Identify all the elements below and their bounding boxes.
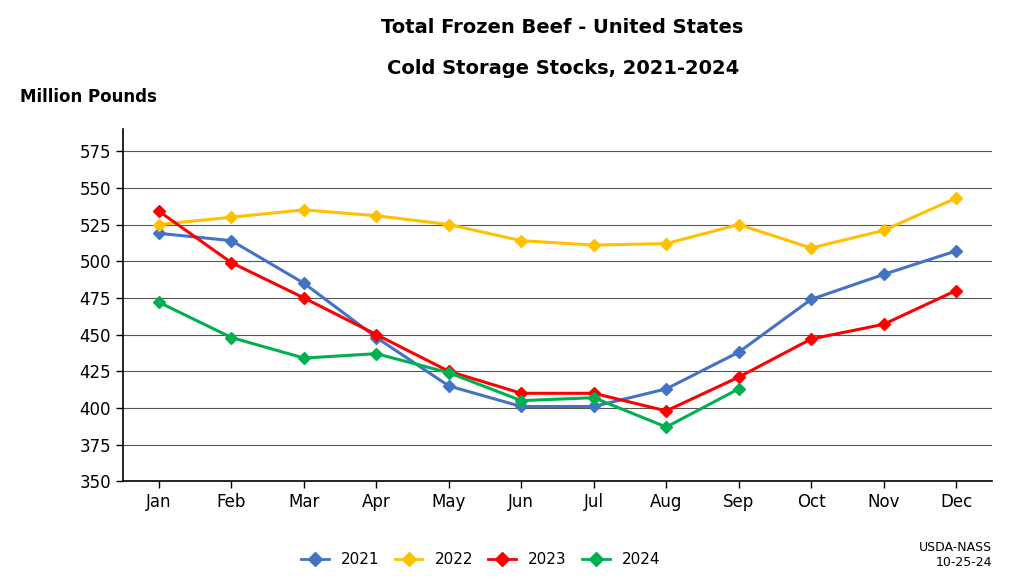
2021 <box>443 382 455 389</box>
2022 <box>805 244 817 251</box>
2021 <box>805 296 817 303</box>
2023 <box>805 335 817 342</box>
2021 <box>516 403 528 410</box>
2023 <box>152 208 165 215</box>
Text: Cold Storage Stocks, 2021-2024: Cold Storage Stocks, 2021-2024 <box>387 59 739 77</box>
2021 <box>225 237 237 244</box>
2021 <box>298 279 310 286</box>
2023 <box>660 407 672 414</box>
2023 <box>950 287 963 294</box>
2023 <box>298 294 310 301</box>
Legend: 2021, 2022, 2023, 2024: 2021, 2022, 2023, 2024 <box>296 546 666 573</box>
Line: 2022: 2022 <box>154 194 961 252</box>
2022 <box>878 227 890 234</box>
Text: Total Frozen Beef - United States: Total Frozen Beef - United States <box>382 18 744 36</box>
2022 <box>732 221 745 228</box>
Text: Million Pounds: Million Pounds <box>20 88 158 106</box>
2022 <box>370 212 383 219</box>
2022 <box>660 240 672 247</box>
2023 <box>878 321 890 328</box>
2023 <box>370 331 383 338</box>
2022 <box>516 237 528 244</box>
2024 <box>298 355 310 362</box>
2022 <box>443 221 455 228</box>
2023 <box>225 259 237 266</box>
2022 <box>587 241 599 248</box>
2021 <box>732 349 745 356</box>
2024 <box>516 397 528 404</box>
2024 <box>587 394 599 401</box>
2023 <box>516 390 528 397</box>
2023 <box>443 367 455 375</box>
2021 <box>950 247 963 254</box>
2023 <box>587 390 599 397</box>
2023 <box>732 373 745 380</box>
Line: 2023: 2023 <box>154 207 961 415</box>
2024 <box>660 423 672 430</box>
2022 <box>298 206 310 213</box>
2024 <box>732 385 745 392</box>
2022 <box>152 221 165 228</box>
2021 <box>587 403 599 410</box>
2021 <box>660 385 672 392</box>
2024 <box>225 334 237 341</box>
Line: 2024: 2024 <box>154 298 743 431</box>
2022 <box>950 194 963 201</box>
Line: 2021: 2021 <box>154 229 961 411</box>
2024 <box>370 350 383 357</box>
2021 <box>878 271 890 278</box>
2022 <box>225 214 237 221</box>
2021 <box>152 230 165 237</box>
2024 <box>152 299 165 306</box>
2024 <box>443 369 455 376</box>
2021 <box>370 334 383 341</box>
Text: USDA-NASS
10-25-24: USDA-NASS 10-25-24 <box>920 541 992 569</box>
